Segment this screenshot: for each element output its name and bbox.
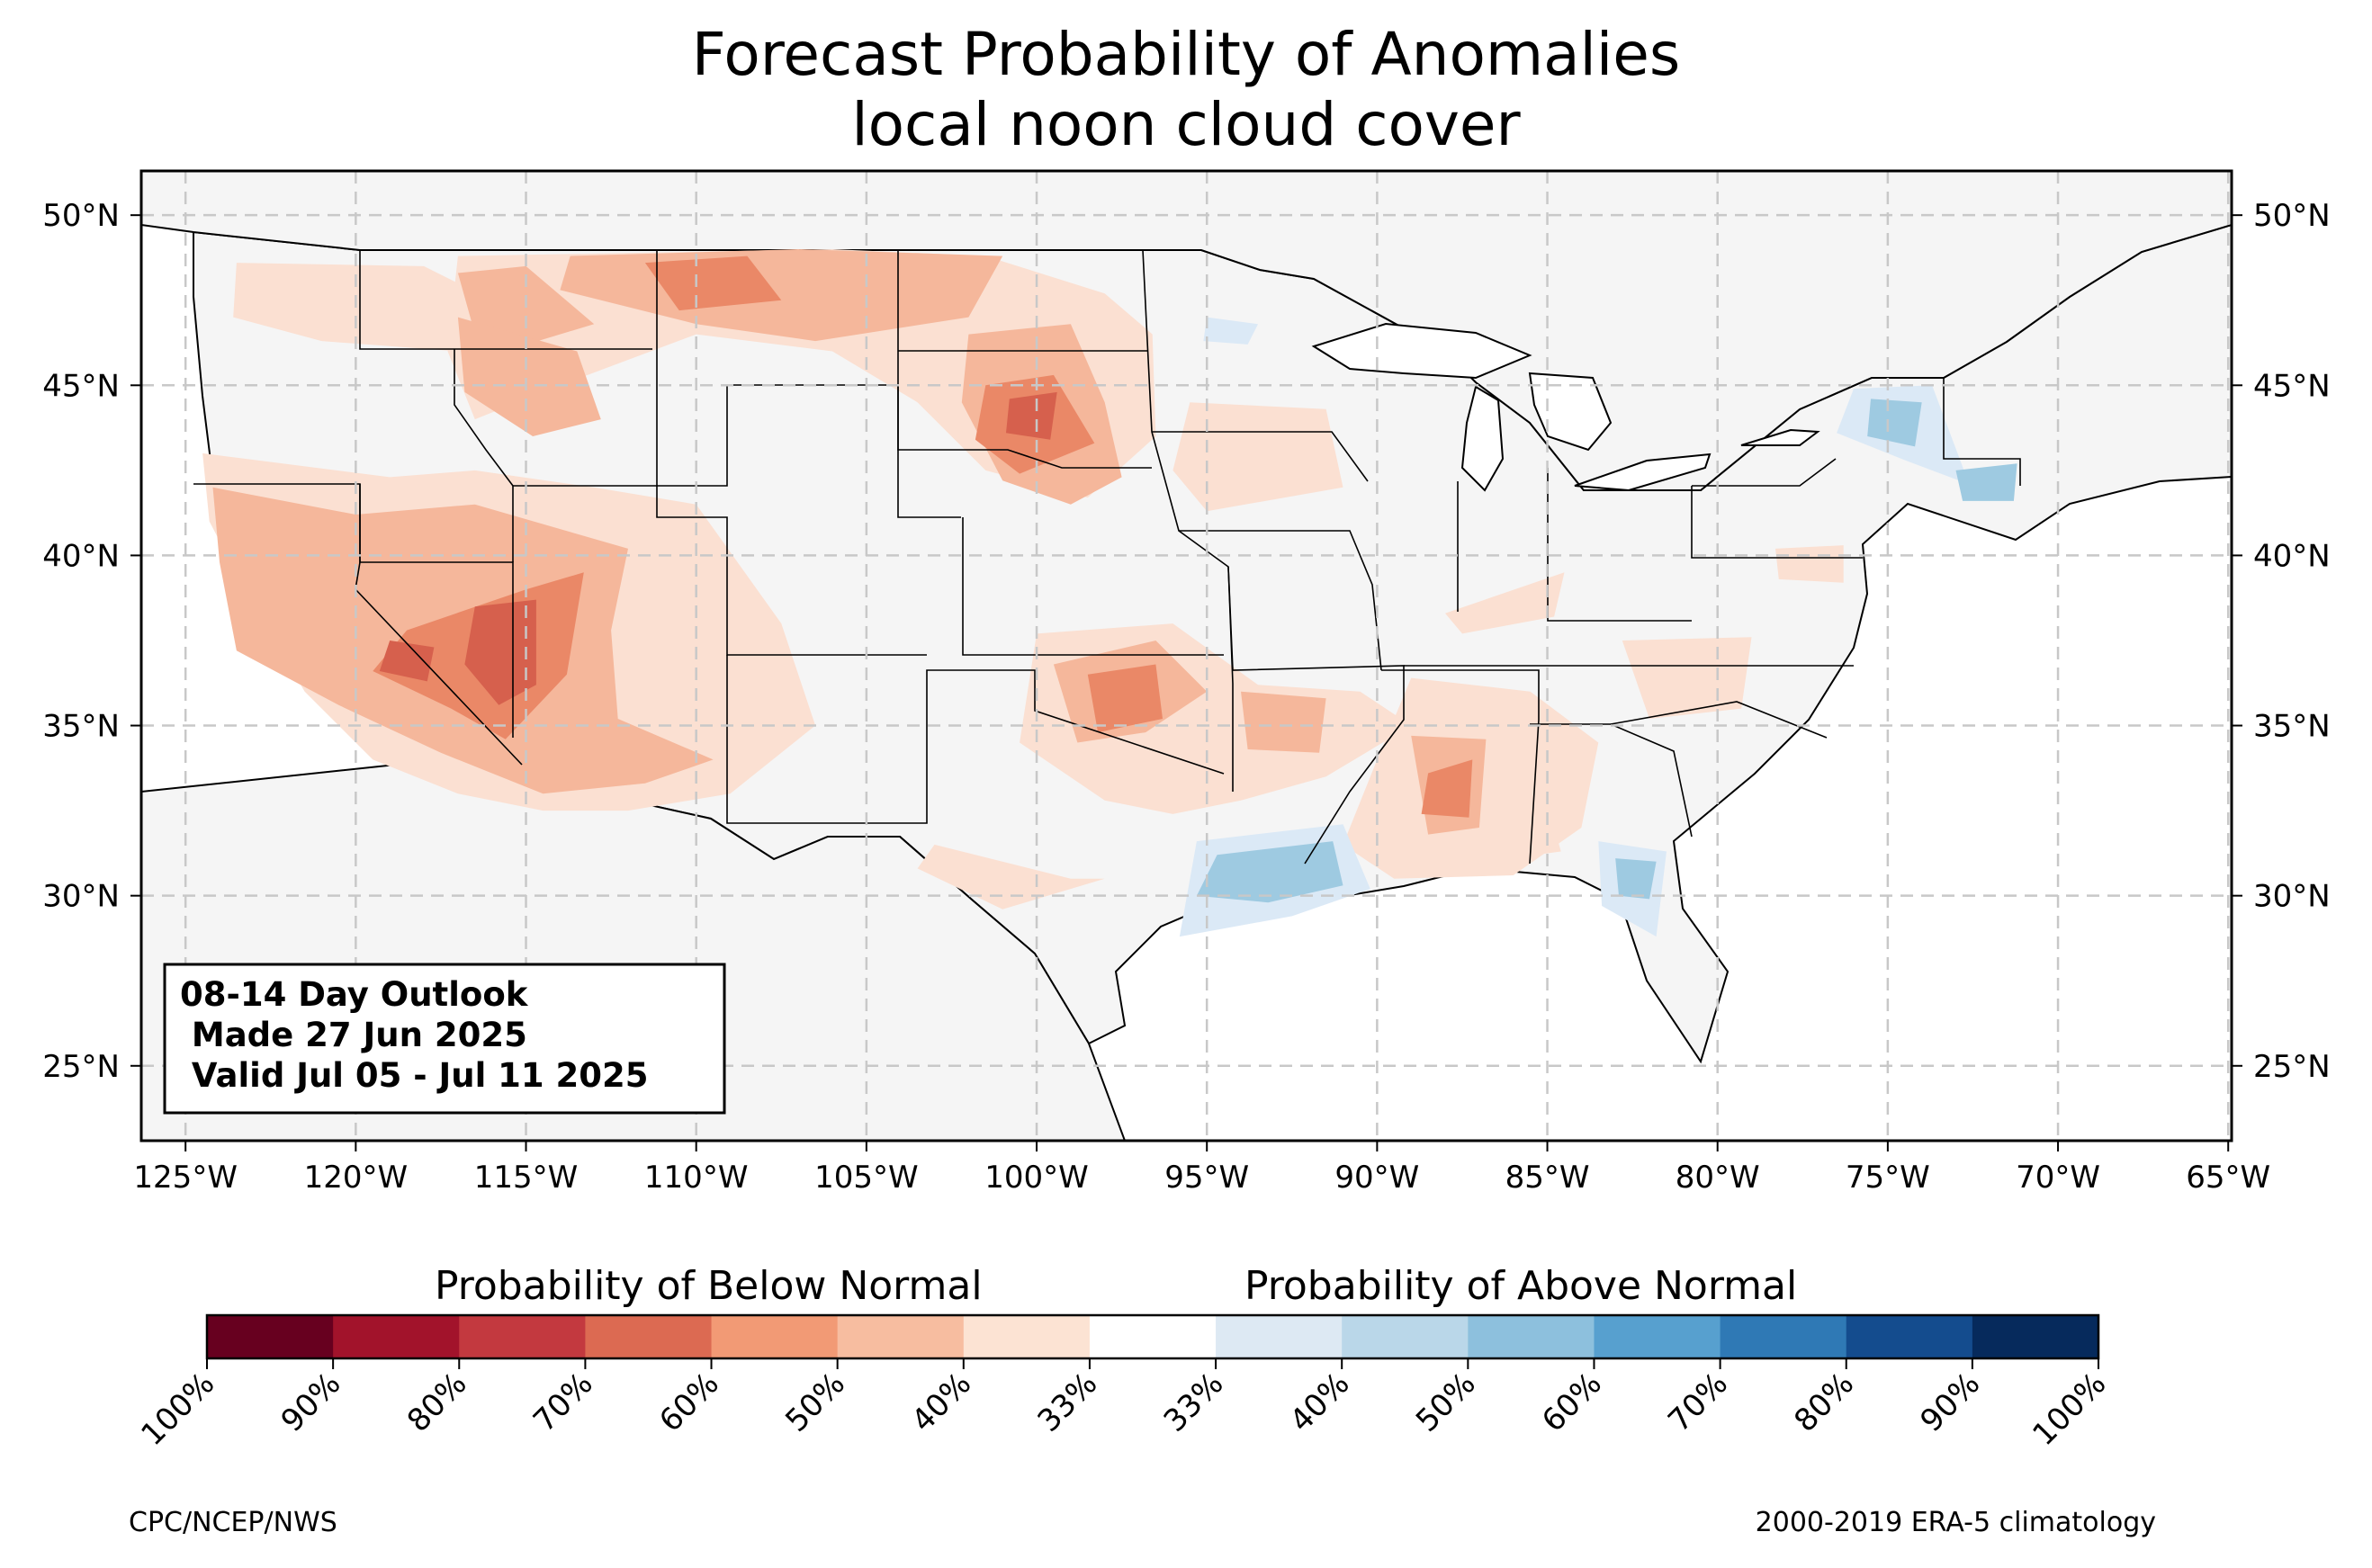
colorbar-tick-label: 40% (1283, 1366, 1357, 1439)
colorbar-swatch (1216, 1315, 1343, 1358)
longitude-tick-label: 85°W (1505, 1160, 1590, 1196)
outlook-valid-dates: Valid Jul 05 - Jul 11 2025 (180, 1056, 649, 1095)
longitude-tick-label: 125°W (133, 1160, 238, 1196)
colorbar-swatch (837, 1315, 965, 1358)
latitude-tick-label-right: 30°N (2253, 879, 2331, 915)
colorbar-swatch (585, 1315, 713, 1358)
map-title: Forecast Probability of Anomalies (691, 20, 1681, 89)
below-normal-area-pacific-northwest (233, 263, 492, 352)
latitude-tick-label-left: 30°N (42, 879, 120, 915)
latitude-tick-label-right: 50°N (2253, 198, 2331, 234)
colorbar-above-heading: Probability of Above Normal (1244, 1263, 1798, 1309)
colorbar-swatch (1846, 1315, 1973, 1358)
colorbar-swatch (1972, 1315, 2099, 1358)
colorbar-swatch (1594, 1315, 1721, 1358)
below-normal-area-louisiana-and-mississippi (1421, 759, 1473, 818)
below-normal-area-texas-panhandle (917, 844, 1105, 909)
colorbar-tick-label: 70% (526, 1366, 600, 1439)
longitude-tick-label: 120°W (304, 1160, 409, 1196)
longitude-tick-label: 105°W (814, 1160, 919, 1196)
below-normal-area-montana (644, 255, 782, 311)
colorbar-tick-label: 60% (652, 1366, 726, 1439)
colorbar-tick-label: 40% (904, 1366, 978, 1439)
outlook-period: 08-14 Day Outlook (180, 975, 529, 1014)
outlook-info-box: 08-14 Day Outlook Made 27 Jun 2025 Valid… (163, 963, 726, 1115)
latitude-tick-label-right: 45°N (2253, 368, 2331, 404)
above-normal-area-georgia (1615, 858, 1657, 900)
colorbar-tick-label: 80% (400, 1366, 474, 1439)
colorbar-swatch (1342, 1315, 1469, 1358)
colorbar-tick-label: 50% (778, 1366, 852, 1439)
above-normal-area-southern-new-england (1955, 463, 2017, 501)
colorbar-tick-label: 90% (274, 1366, 348, 1439)
colorbar-tick-label: 100% (134, 1366, 221, 1453)
colorbar-tick-label: 60% (1535, 1366, 1609, 1439)
colorbar: 100% 90% 80% 70% 60% 50% 40% 33% 33% 40% 50% 60% 70%… (134, 1313, 2113, 1453)
longitude-tick-label: 70°W (2016, 1160, 2100, 1196)
below-normal-area-arkansas-delta (1241, 691, 1326, 753)
colorbar-tick-label: 70% (1661, 1366, 1735, 1439)
below-normal-area-mid-atlantic (1775, 545, 1844, 583)
below-normal-area-upper-mississippi-valley (1173, 402, 1343, 512)
below-normal-area-idaho-and-nevada (457, 317, 601, 436)
colorbar-swatch (1468, 1315, 1595, 1358)
colorbar-swatch (1720, 1315, 1847, 1358)
outlook-made-date: Made 27 Jun 2025 (180, 1016, 527, 1054)
lake-ontario (1740, 428, 1820, 446)
map-frame (139, 169, 2233, 1142)
longitude-tick-label: 90°W (1334, 1160, 1419, 1196)
lake-erie (1574, 452, 1712, 492)
lake-michigan (1460, 385, 1505, 492)
colorbar-tick-label: 80% (1787, 1366, 1861, 1439)
colorbar-swatch (207, 1315, 334, 1358)
latitude-tick-label-left: 50°N (42, 198, 120, 234)
below-normal-area-south-dakota (1006, 391, 1057, 440)
above-normal-area-upper-midwest (1203, 317, 1258, 345)
colorbar-swatch (1089, 1315, 1217, 1358)
latitude-tick-label-right: 40°N (2253, 538, 2331, 574)
footer-source: CPC/NCEP/NWS (129, 1507, 337, 1538)
above-normal-area-east-texas-and-louisiana (1196, 841, 1343, 903)
latitude-tick-label-left: 25°N (42, 1049, 120, 1085)
latitude-tick-label-left: 35°N (42, 709, 120, 745)
map-subtitle: local noon cloud cover (851, 90, 1521, 159)
state-borders (193, 249, 2021, 865)
longitude-tick-label: 80°W (1676, 1160, 1760, 1196)
colorbar-swatch (333, 1315, 460, 1358)
longitude-tick-label: 115°W (474, 1160, 579, 1196)
colorbar-swatch (963, 1315, 1091, 1358)
longitude-tick-label: 100°W (984, 1160, 1089, 1196)
longitude-tick-label: 75°W (1846, 1160, 1930, 1196)
latitude-tick-label-left: 45°N (42, 368, 120, 404)
colorbar-tick-label: 100% (2026, 1366, 2113, 1453)
latitude-tick-label-right: 25°N (2253, 1049, 2331, 1085)
longitude-tick-label: 95°W (1164, 1160, 1249, 1196)
latitude-tick-label-left: 40°N (42, 538, 120, 574)
lake-huron (1528, 372, 1613, 452)
below-normal-area-southeast (1469, 766, 1561, 862)
longitude-tick-label: 110°W (644, 1160, 749, 1196)
below-normal-area-oklahoma (1087, 664, 1163, 733)
colorbar-below-heading: Probability of Below Normal (435, 1263, 983, 1309)
axis-ticks: 125°W 120°W 115°W 110°W 105°W 100°W 95°W 90°W 85… (42, 198, 2330, 1196)
above-normal-area-new-york (1867, 399, 1922, 447)
colorbar-tick-label: 90% (1914, 1366, 1988, 1439)
below-normal-area-ohio-valley (1445, 572, 1565, 634)
latitude-tick-label-right: 35°N (2253, 709, 2331, 745)
colorbar-swatch (711, 1315, 839, 1358)
below-normal-area-carolinas (1622, 637, 1752, 719)
colorbar-tick-label: 33% (1157, 1366, 1231, 1439)
longitude-tick-label: 65°W (2186, 1160, 2270, 1196)
colorbar-tick-label: 50% (1409, 1366, 1483, 1439)
footer-climatology: 2000-2019 ERA-5 climatology (1755, 1507, 2156, 1538)
lake-superior (1311, 322, 1532, 380)
canada-region (141, 171, 2232, 491)
colorbar-outline (205, 1313, 2100, 1360)
below-normal-area-southern-nevada (379, 641, 435, 682)
colorbar-swatch (459, 1315, 586, 1358)
colorbar-tick-label: 33% (1031, 1366, 1105, 1439)
below-normal-area-central-nevada (464, 599, 536, 705)
